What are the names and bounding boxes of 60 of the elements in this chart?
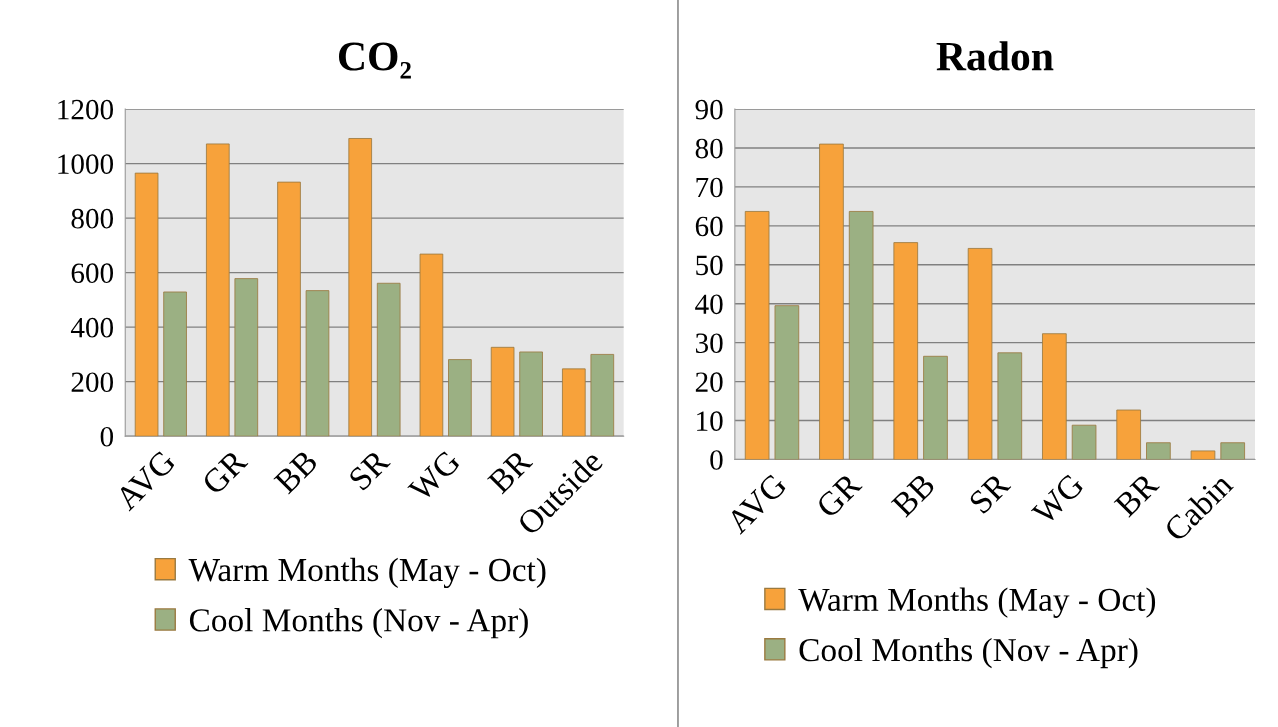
y-tick-label: 800	[71, 208, 114, 229]
bar	[419, 253, 444, 437]
y-tick-label: 1200	[58, 99, 114, 120]
bar	[1190, 450, 1216, 460]
y-tick-label: 0	[100, 426, 114, 447]
x-tick-label: SR	[968, 471, 1012, 515]
y-tick-label: 40	[695, 294, 723, 315]
legend-label: Cool Months (Nov - Apr)	[799, 637, 1138, 669]
bar	[519, 351, 543, 437]
y-tick-label: 80	[695, 138, 723, 159]
bar	[1116, 409, 1141, 460]
bar	[997, 352, 1023, 460]
legend-label: Warm Months (May - Oct)	[188, 557, 546, 589]
bar	[819, 143, 844, 460]
y-tick-label: 1000	[58, 154, 114, 174]
x-tick-label: BB	[890, 472, 936, 518]
bar	[376, 282, 401, 437]
bar	[562, 368, 586, 437]
bar	[923, 355, 948, 460]
bar	[744, 211, 770, 460]
bar	[848, 211, 874, 460]
bar	[490, 346, 515, 437]
bar	[893, 242, 919, 460]
legend-label: Cool Months (Nov - Apr)	[189, 608, 528, 639]
bar	[590, 353, 615, 437]
y-tick-label: 20	[695, 372, 723, 392]
x-tick-label: BB	[273, 449, 319, 495]
bar	[277, 181, 301, 437]
bar	[1146, 442, 1171, 460]
bar	[1220, 442, 1246, 460]
bar	[348, 138, 373, 437]
y-tick-label: 30	[695, 333, 723, 354]
y-tick-label: 50	[696, 255, 723, 276]
y-tick-label: 400	[70, 317, 114, 338]
bar	[1071, 424, 1097, 460]
y-tick-label: 0	[710, 450, 723, 470]
bar	[234, 278, 259, 437]
y-tick-label: 600	[71, 263, 114, 284]
x-tick-label: SR	[347, 448, 392, 492]
x-tick-label: WG	[407, 448, 462, 504]
x-tick-label: GR	[201, 448, 249, 496]
legend-label: Warm Months (May - Oct)	[798, 587, 1156, 618]
y-tick-label: 200	[71, 372, 114, 393]
bar	[1042, 333, 1067, 460]
bar	[163, 291, 187, 437]
bar	[448, 359, 472, 437]
chart-title: CO₂	[339, 42, 411, 79]
y-tick-label: 90	[695, 99, 723, 120]
bar	[206, 143, 230, 437]
y-tick-label: 10	[697, 411, 723, 431]
chart-title: Radon	[936, 41, 1054, 71]
bar	[305, 290, 330, 437]
bar	[774, 305, 800, 460]
x-tick-label: GR	[815, 471, 863, 519]
y-tick-label: 70	[696, 177, 723, 198]
x-tick-label: WG	[1030, 472, 1086, 527]
y-tick-label: 60	[695, 216, 723, 237]
x-tick-label: BR	[1113, 471, 1160, 518]
bar	[134, 172, 159, 437]
bar	[967, 248, 993, 460]
